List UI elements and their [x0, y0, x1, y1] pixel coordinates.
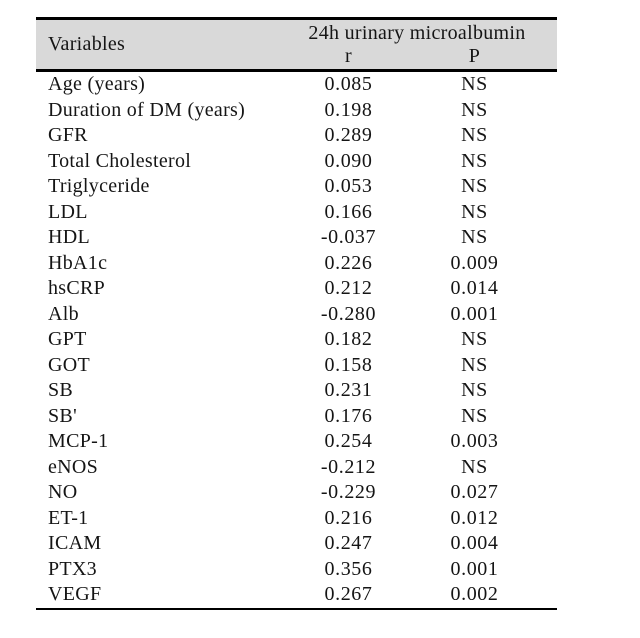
p-value-cell: 0.009 [450, 251, 499, 274]
table-row: Alb -0.280 0.001 [36, 302, 557, 328]
correlation-table-container: Variables 24h urinary microalbumin r P A… [36, 17, 557, 610]
table-row: GFR 0.289 NS [36, 123, 557, 149]
table-row: SB 0.231 NS [36, 378, 557, 404]
r-value-cell: 0.166 [324, 200, 373, 223]
span-column-header: 24h urinary microalbumin [291, 18, 557, 45]
r-value-cell: 0.254 [324, 430, 373, 452]
variable-cell: Duration of DM (years) [48, 98, 246, 121]
variable-cell: Age (years) [48, 73, 146, 95]
table-row: LDL 0.166 NS [36, 200, 557, 226]
table-row: eNOS -0.212 NS [36, 455, 557, 481]
p-value-cell: 0.002 [450, 583, 499, 605]
p-value-cell: 0.003 [450, 430, 499, 452]
variable-cell: GOT [48, 353, 91, 376]
variable-cell: PTX3 [48, 557, 97, 580]
variable-cell: VEGF [48, 583, 102, 605]
table-row: VEGF 0.267 0.002 [36, 582, 557, 609]
r-value-cell: -0.229 [320, 481, 377, 503]
header-row-sub: r P [36, 44, 557, 71]
table-row: Age (years) 0.085 NS [36, 71, 557, 98]
table-row: HDL -0.037 NS [36, 225, 557, 251]
variable-cell: GFR [48, 124, 88, 146]
variable-cell: LDL [48, 200, 88, 223]
r-value-cell: 0.085 [324, 73, 373, 95]
p-value-cell: NS [461, 404, 488, 427]
p-value-cell: NS [461, 200, 488, 223]
table-row: Total Cholesterol 0.090 NS [36, 149, 557, 175]
table-row: NO -0.229 0.027 [36, 480, 557, 506]
p-value-cell: 0.001 [450, 302, 499, 325]
table-row: hsCRP 0.212 0.014 [36, 276, 557, 302]
p-value-cell: 0.027 [450, 481, 499, 503]
correlation-table: Variables 24h urinary microalbumin r P A… [36, 17, 557, 610]
r-value-cell: 0.216 [324, 506, 373, 529]
p-value-cell: NS [461, 353, 488, 376]
variable-cell: MCP-1 [48, 430, 109, 452]
table-row: SB' 0.176 NS [36, 404, 557, 430]
r-value-cell: 0.090 [324, 149, 373, 172]
p-value-cell: NS [461, 455, 488, 478]
variable-cell: eNOS [48, 455, 99, 478]
variable-cell: Total Cholesterol [48, 149, 192, 172]
r-value-cell: 0.356 [324, 557, 373, 580]
variable-cell: HDL [48, 226, 91, 248]
r-value-cell: 0.182 [324, 328, 373, 350]
p-value-cell: NS [461, 226, 488, 248]
variable-cell: hsCRP [48, 277, 106, 299]
r-value-cell: 0.289 [324, 124, 373, 146]
r-value-cell: 0.267 [324, 583, 373, 605]
table-row: MCP-1 0.254 0.003 [36, 429, 557, 455]
p-value-cell: NS [461, 328, 488, 350]
p-value-cell: NS [461, 124, 488, 146]
variable-cell: SB [48, 379, 74, 401]
r-value-cell: 0.158 [324, 353, 373, 376]
variables-column-header: Variables [36, 18, 291, 71]
p-value-cell: 0.001 [450, 557, 499, 580]
r-value-cell: -0.212 [320, 455, 377, 478]
variable-cell: HbA1c [48, 251, 108, 274]
r-value-cell: 0.212 [324, 277, 373, 299]
r-value-cell: 0.226 [324, 251, 373, 274]
r-value-cell: 0.053 [324, 175, 373, 197]
variable-cell: ICAM [48, 532, 102, 554]
table-row: HbA1c 0.226 0.009 [36, 251, 557, 277]
r-column-header: r [291, 44, 406, 71]
p-column-header: P [406, 44, 557, 71]
r-value-cell: 0.176 [324, 404, 373, 427]
table-row: ET-1 0.216 0.012 [36, 506, 557, 532]
variable-cell: ET-1 [48, 506, 89, 529]
r-value-cell: -0.037 [320, 226, 377, 248]
r-value-cell: 0.247 [324, 532, 373, 554]
r-value-cell: 0.198 [324, 98, 373, 121]
variable-cell: GPT [48, 328, 87, 350]
table-row: GPT 0.182 NS [36, 327, 557, 353]
table-row: PTX3 0.356 0.001 [36, 557, 557, 583]
r-value-cell: -0.280 [320, 302, 377, 325]
variable-cell: NO [48, 481, 78, 503]
table-row: Triglyceride 0.053 NS [36, 174, 557, 200]
p-value-cell: NS [461, 73, 488, 95]
p-value-cell: NS [461, 175, 488, 197]
table-row: ICAM 0.247 0.004 [36, 531, 557, 557]
r-value-cell: 0.231 [324, 379, 373, 401]
table-body: Age (years) 0.085 NS Duration of DM (years)… [36, 71, 557, 609]
p-value-cell: NS [461, 98, 488, 121]
variable-cell: SB' [48, 404, 77, 427]
table-row: Duration of DM (years) 0.198 NS [36, 98, 557, 124]
variable-cell: Alb [48, 302, 79, 325]
table-row: GOT 0.158 NS [36, 353, 557, 379]
p-value-cell: NS [461, 379, 488, 401]
table-header: Variables 24h urinary microalbumin r P [36, 18, 557, 71]
p-value-cell: 0.012 [450, 506, 499, 529]
variable-cell: Triglyceride [48, 175, 150, 197]
p-value-cell: NS [461, 149, 488, 172]
header-row-top: Variables 24h urinary microalbumin [36, 18, 557, 71]
p-value-cell: 0.004 [450, 532, 499, 554]
p-value-cell: 0.014 [450, 277, 499, 299]
